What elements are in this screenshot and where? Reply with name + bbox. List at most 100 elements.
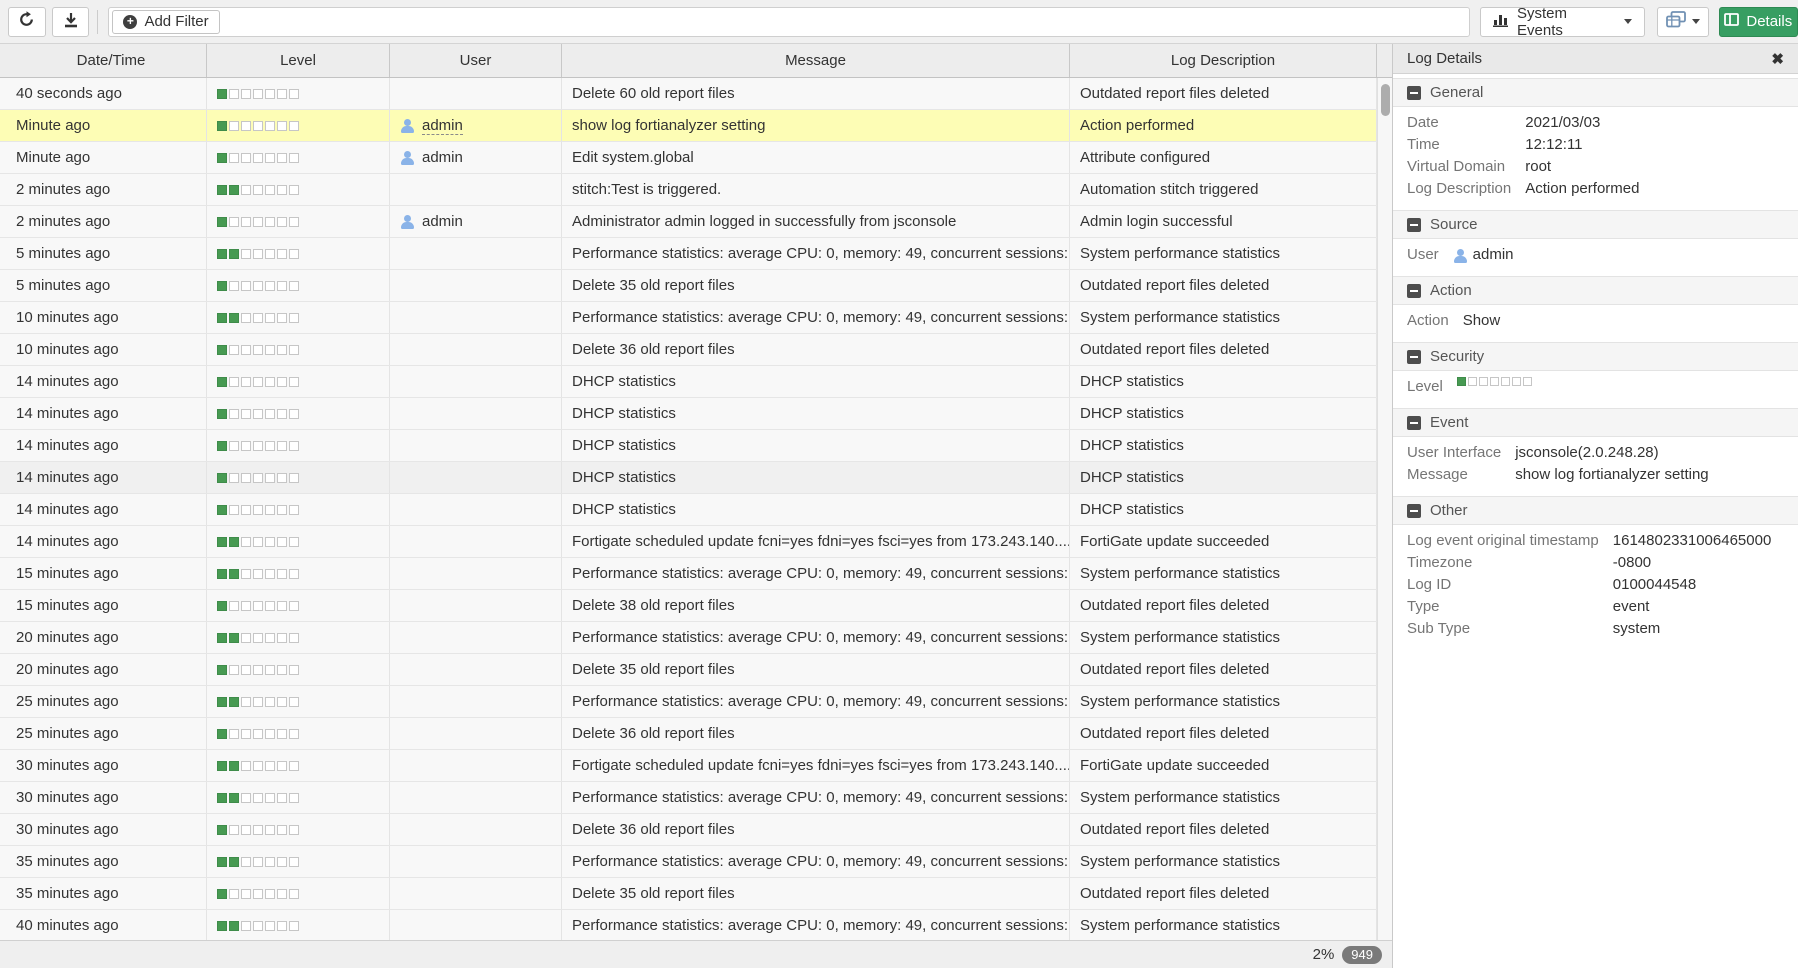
level-square bbox=[289, 920, 299, 931]
level-square bbox=[253, 184, 263, 195]
level-square bbox=[277, 280, 287, 291]
level-square bbox=[229, 120, 239, 131]
column-header-msg[interactable]: Message bbox=[562, 44, 1070, 77]
section-header[interactable]: Source bbox=[1393, 210, 1798, 239]
level-square bbox=[229, 568, 239, 579]
column-header-time[interactable]: Date/Time bbox=[0, 44, 207, 77]
level-square bbox=[289, 280, 299, 291]
table-row[interactable]: 14 minutes ago DHCP statistics DHCP statis… bbox=[0, 430, 1377, 462]
refresh-button[interactable] bbox=[8, 6, 46, 37]
column-header-user[interactable]: User bbox=[390, 44, 562, 77]
details-toggle-button[interactable]: Details bbox=[1718, 6, 1798, 37]
cell-log-description: Outdated report files deleted bbox=[1070, 878, 1377, 909]
level-square bbox=[229, 504, 239, 515]
table-row[interactable]: 20 minutes ago Delete 35 old report files… bbox=[0, 654, 1377, 686]
collapse-icon bbox=[1407, 85, 1421, 100]
section-title: Event bbox=[1430, 414, 1469, 431]
cell-level bbox=[207, 718, 390, 749]
table-row[interactable]: 14 minutes ago DHCP statistics DHCP statis… bbox=[0, 398, 1377, 430]
cell-log-description: Action performed bbox=[1070, 110, 1377, 141]
add-filter-button[interactable]: + Add Filter bbox=[112, 9, 220, 34]
cell-user bbox=[390, 366, 562, 397]
level-square bbox=[277, 568, 287, 579]
table-row[interactable]: 30 minutes ago Delete 36 old report files… bbox=[0, 814, 1377, 846]
table-row[interactable]: 5 minutes ago Delete 35 old report files O… bbox=[0, 270, 1377, 302]
table-row[interactable]: 5 minutes ago Performance statistics: ave… bbox=[0, 238, 1377, 270]
level-square bbox=[241, 504, 251, 515]
section-header[interactable]: Security bbox=[1393, 342, 1798, 371]
level-square bbox=[277, 696, 287, 707]
table-row[interactable]: 35 minutes ago Delete 35 old report files… bbox=[0, 878, 1377, 910]
level-square bbox=[217, 664, 227, 675]
level-square bbox=[289, 248, 299, 259]
cell-datetime: 14 minutes ago bbox=[0, 462, 207, 493]
cell-datetime: 25 minutes ago bbox=[0, 686, 207, 717]
cell-message: Fortigate scheduled update fcni=yes fdni… bbox=[562, 750, 1070, 781]
scrollbar-thumb[interactable] bbox=[1381, 84, 1390, 116]
level-square bbox=[253, 888, 263, 899]
table-row[interactable]: 14 minutes ago DHCP statistics DHCP statis… bbox=[0, 366, 1377, 398]
field-value: jsconsole(2.0.248.28) bbox=[1515, 444, 1659, 461]
user-name[interactable]: admin bbox=[422, 116, 463, 135]
section-header[interactable]: Action bbox=[1393, 276, 1798, 305]
download-button[interactable] bbox=[51, 6, 90, 37]
collapse-icon bbox=[1407, 217, 1421, 232]
cell-datetime: 30 minutes ago bbox=[0, 750, 207, 781]
level-bar bbox=[217, 600, 301, 611]
level-square bbox=[253, 792, 263, 803]
table-row[interactable]: 10 minutes ago Performance statistics: av… bbox=[0, 302, 1377, 334]
section-header[interactable]: General bbox=[1393, 78, 1798, 107]
table-row[interactable]: 30 minutes ago Performance statistics: av… bbox=[0, 782, 1377, 814]
cell-user bbox=[390, 846, 562, 877]
field-value: Action performed bbox=[1525, 180, 1640, 197]
level-square bbox=[217, 824, 227, 835]
level-square bbox=[253, 120, 263, 131]
table-row[interactable]: 15 minutes ago Performance statistics: av… bbox=[0, 558, 1377, 590]
cell-user: admin bbox=[390, 206, 562, 237]
section-header[interactable]: Other bbox=[1393, 496, 1798, 525]
table-row[interactable]: Minute ago admin Edit system.global Attribu… bbox=[0, 142, 1377, 174]
level-square bbox=[241, 376, 251, 387]
table-row[interactable]: 25 minutes ago Performance statistics: av… bbox=[0, 686, 1377, 718]
table-row[interactable]: 40 seconds ago Delete 60 old report files… bbox=[0, 78, 1377, 110]
level-square bbox=[277, 472, 287, 483]
table-settings-dropdown[interactable] bbox=[1656, 6, 1709, 37]
table-row[interactable]: 40 minutes ago Performance statistics: av… bbox=[0, 910, 1377, 940]
cell-level bbox=[207, 750, 390, 781]
level-square bbox=[229, 760, 239, 771]
level-square bbox=[229, 920, 239, 931]
level-square bbox=[265, 888, 275, 899]
load-progress: 2% bbox=[1312, 946, 1335, 963]
column-header-level[interactable]: Level bbox=[207, 44, 390, 77]
table-row[interactable]: Minute ago admin show log fortianalyzer se… bbox=[0, 110, 1377, 142]
cell-log-description: Outdated report files deleted bbox=[1070, 270, 1377, 301]
filter-bar[interactable]: + Add Filter bbox=[108, 6, 1470, 37]
cell-user bbox=[390, 654, 562, 685]
table-row[interactable]: 14 minutes ago Fortigate scheduled update… bbox=[0, 526, 1377, 558]
table-row[interactable]: 25 minutes ago Delete 36 old report files… bbox=[0, 718, 1377, 750]
table-row[interactable]: 35 minutes ago Performance statistics: av… bbox=[0, 846, 1377, 878]
section-header[interactable]: Event bbox=[1393, 408, 1798, 437]
close-icon[interactable]: ✖ bbox=[1771, 50, 1784, 68]
view-selector-dropdown[interactable]: System Events bbox=[1480, 5, 1645, 39]
column-header-desc[interactable]: Log Description bbox=[1070, 44, 1377, 77]
table-row[interactable]: 2 minutes ago admin Administrator admin lo… bbox=[0, 206, 1377, 238]
level-square bbox=[253, 88, 263, 99]
table-row[interactable]: 15 minutes ago Delete 38 old report files… bbox=[0, 590, 1377, 622]
level-square bbox=[253, 856, 263, 867]
table-row[interactable]: 14 minutes ago DHCP statistics DHCP statis… bbox=[0, 494, 1377, 526]
toolbar: + Add Filter System Events Details bbox=[0, 0, 1798, 44]
level-square bbox=[277, 632, 287, 643]
column-layout-icon bbox=[1724, 13, 1740, 30]
table-row[interactable]: 10 minutes ago Delete 36 old report files… bbox=[0, 334, 1377, 366]
level-bar bbox=[217, 856, 301, 867]
table-row[interactable]: 30 minutes ago Fortigate scheduled update… bbox=[0, 750, 1377, 782]
level-square bbox=[265, 824, 275, 835]
table-row[interactable]: 20 minutes ago Performance statistics: av… bbox=[0, 622, 1377, 654]
cell-level bbox=[207, 334, 390, 365]
level-square bbox=[289, 696, 299, 707]
cell-message: Delete 35 old report files bbox=[562, 270, 1070, 301]
table-row[interactable]: 14 minutes ago DHCP statistics DHCP statis… bbox=[0, 462, 1377, 494]
vertical-scrollbar[interactable] bbox=[1377, 78, 1392, 940]
table-row[interactable]: 2 minutes ago stitch:Test is triggered. Au… bbox=[0, 174, 1377, 206]
